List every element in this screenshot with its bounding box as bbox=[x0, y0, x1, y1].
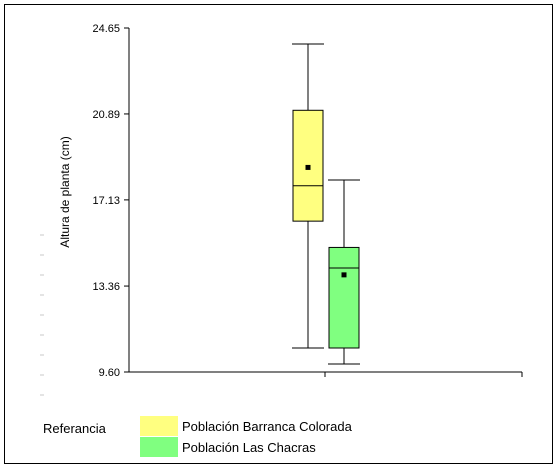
y-tick-label: 24.65 bbox=[92, 23, 120, 35]
legend-item-barranca-colorada: Población Barranca Colorada bbox=[140, 416, 352, 436]
legend-item-las-chacras: Población Las Chacras bbox=[140, 437, 316, 457]
y-axis-title: Altura de planta (cm) bbox=[58, 136, 72, 247]
y-tick-label: 20.89 bbox=[92, 109, 120, 121]
chart-frame: 9.60 13.36 17.13 20.89 24.65 Altura de planta… bbox=[4, 4, 553, 464]
legend-title: Referancia bbox=[43, 421, 106, 436]
boxplot-chart: 9.60 13.36 17.13 20.89 24.65 Altura de planta… bbox=[40, 23, 523, 396]
series-1-box bbox=[328, 246, 360, 349]
legend-swatch-barranca-colorada bbox=[140, 416, 178, 436]
y-tick-label: 9.60 bbox=[99, 367, 120, 379]
series-1-mean-marker bbox=[341, 272, 347, 278]
y-tick-label: 13.36 bbox=[92, 281, 120, 293]
series-0-mean-marker bbox=[305, 164, 311, 170]
y-tick-label: 17.13 bbox=[92, 195, 120, 207]
legend-label-barranca-colorada: Población Barranca Colorada bbox=[182, 418, 352, 434]
legend-swatch-las-chacras bbox=[140, 437, 178, 457]
legend: Referancia Población Barranca Colorada P… bbox=[43, 415, 443, 459]
legend-label-las-chacras: Población Las Chacras bbox=[182, 439, 316, 455]
